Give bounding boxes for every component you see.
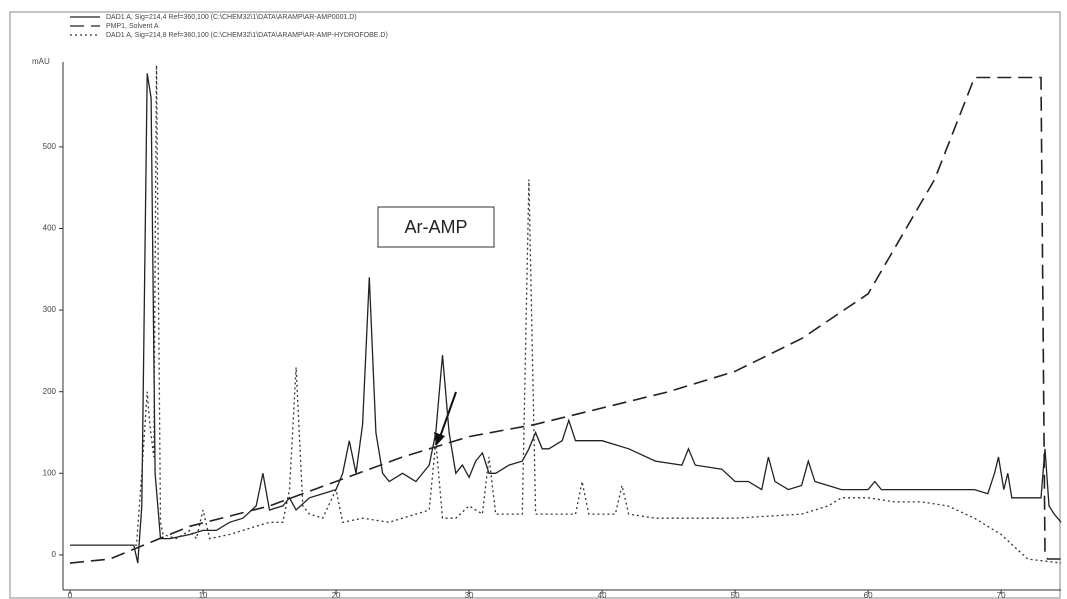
x-tick-label: 0: [68, 591, 73, 599]
x-tick-label: 10: [199, 591, 208, 599]
legend-label: DAD1 A, Sig=214,8 Ref=360,100 (C:\CHEM32…: [106, 32, 388, 39]
y-tick-label: 500: [43, 142, 57, 151]
frame: [9, 11, 1061, 599]
x-tick-label: 60: [864, 591, 873, 599]
y-tick-label: 300: [43, 305, 57, 314]
annotation-box: [377, 206, 495, 248]
x-tick-label: 20: [332, 591, 341, 599]
y-tick-label: 0: [52, 550, 57, 559]
y-tick-label: 200: [43, 387, 57, 396]
y-tick-label: 100: [43, 468, 57, 477]
x-tick-label: 30: [465, 591, 474, 599]
x-tick-label: 70: [997, 591, 1006, 599]
x-tick-label: 40: [598, 591, 607, 599]
series-line: [69, 76, 1061, 564]
y-axis-label: mAU: [32, 57, 50, 66]
y-tick-label: 400: [43, 224, 57, 233]
legend-label: PMP1, Solvent A: [106, 23, 159, 30]
series-line: [70, 73, 1062, 564]
legend-label: DAD1 A, Sig=214,4 Ref=360,100 (C:\CHEM32…: [106, 14, 357, 21]
series-line: [70, 65, 1062, 564]
annotation: Ar-AMP: [405, 217, 468, 237]
x-tick-label: 50: [731, 591, 740, 599]
